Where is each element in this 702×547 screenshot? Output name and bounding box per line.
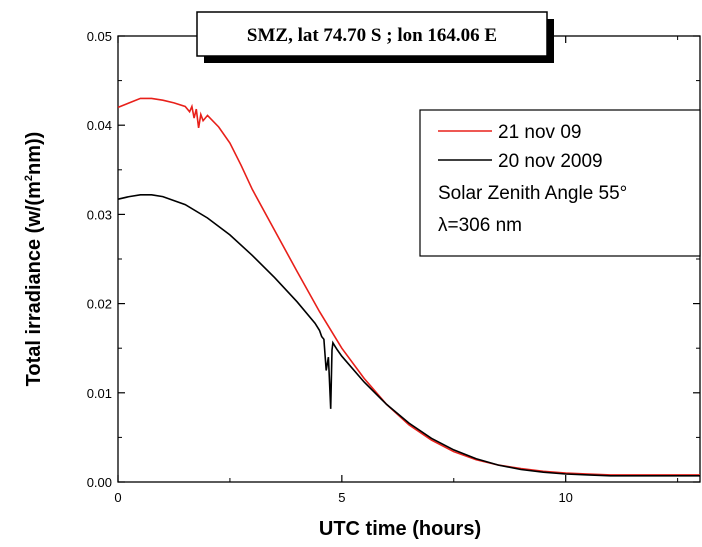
y-tick-label: 0.02: [87, 297, 112, 312]
y-axis-label-superscript: 2: [23, 175, 35, 181]
series-line-20-nov-2009: [117, 194, 700, 477]
y-tick-label: 0.05: [87, 29, 112, 44]
plot-frame: [117, 35, 701, 483]
y-axis-label-prefix: Total irradiance (w/(m: [23, 181, 45, 386]
legend-label-20-nov-2009: 20 nov 2009: [498, 151, 603, 172]
series-line-21-nov-09: [117, 97, 700, 476]
x-tick-label: 0: [114, 490, 121, 505]
y-tick-label: 0.03: [87, 207, 112, 222]
y-axis-label-suffix: nm)): [23, 132, 45, 175]
legend-note-wavelength: λ=306 nm: [438, 215, 522, 236]
title-box: [196, 11, 548, 57]
legend-label-21-nov-09: 21 nov 09: [498, 122, 581, 143]
y-axis-label: Total irradiance (w/(m2nm)): [23, 132, 45, 387]
chart-title: SMZ, lat 74.70 S ; lon 164.06 E: [247, 25, 497, 46]
y-tick-label: 0.01: [87, 386, 112, 401]
x-tick-label: 5: [338, 490, 345, 505]
x-axis-label: UTC time (hours): [319, 518, 481, 540]
x-tick-label: 10: [558, 490, 572, 505]
legend-box: [419, 109, 701, 257]
legend-note-zenith-angle: Solar Zenith Angle 55°: [438, 183, 627, 204]
y-tick-label: 0.04: [87, 118, 112, 133]
axis-ticks: 0 5 10 0.00 0.01 0.02 0.03 0.04 0.05: [87, 29, 700, 505]
y-tick-label: 0.00: [87, 475, 112, 490]
